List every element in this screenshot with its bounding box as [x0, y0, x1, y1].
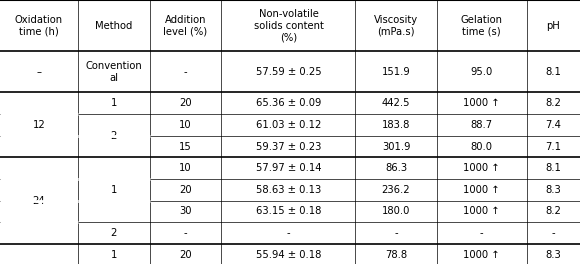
Text: 183.8: 183.8 [382, 120, 410, 130]
Text: Method: Method [95, 21, 132, 31]
Text: 57.97 ± 0.14: 57.97 ± 0.14 [256, 163, 321, 173]
Text: pH: pH [546, 21, 560, 31]
Text: 442.5: 442.5 [382, 98, 410, 108]
Text: 236.2: 236.2 [382, 185, 410, 195]
Text: 88.7: 88.7 [471, 120, 493, 130]
Text: 12: 12 [32, 120, 45, 130]
Text: -: - [184, 228, 187, 238]
Text: Addition
level (%): Addition level (%) [164, 15, 208, 36]
Text: 7.4: 7.4 [546, 120, 561, 130]
Text: 8.3: 8.3 [546, 185, 561, 195]
Text: 2: 2 [111, 228, 117, 238]
Text: 65.36 ± 0.09: 65.36 ± 0.09 [256, 98, 321, 108]
Text: 1: 1 [111, 98, 117, 108]
Text: Convention
al: Convention al [85, 61, 142, 83]
Text: Oxidation
time (h): Oxidation time (h) [15, 15, 63, 36]
Text: 10: 10 [179, 120, 192, 130]
Text: 8.1: 8.1 [546, 67, 561, 77]
Text: 180.0: 180.0 [382, 206, 410, 216]
Text: 8.3: 8.3 [546, 250, 561, 260]
Text: 58.63 ± 0.13: 58.63 ± 0.13 [256, 185, 321, 195]
Text: 1: 1 [111, 185, 117, 195]
Text: -: - [480, 228, 484, 238]
Text: 24: 24 [32, 196, 45, 206]
Text: 95.0: 95.0 [470, 67, 493, 77]
Text: –: – [37, 67, 42, 77]
Text: 1000 ↑: 1000 ↑ [463, 185, 500, 195]
Text: -: - [287, 228, 290, 238]
Text: 55.94 ± 0.18: 55.94 ± 0.18 [256, 250, 321, 260]
Text: -: - [552, 228, 555, 238]
Text: Viscosity
(mPa.s): Viscosity (mPa.s) [374, 15, 418, 36]
Text: 8.1: 8.1 [546, 163, 561, 173]
Text: 80.0: 80.0 [471, 142, 493, 152]
Text: 61.03 ± 0.12: 61.03 ± 0.12 [256, 120, 321, 130]
Text: 30: 30 [179, 206, 192, 216]
Text: 63.15 ± 0.18: 63.15 ± 0.18 [256, 206, 321, 216]
Text: 59.37 ± 0.23: 59.37 ± 0.23 [256, 142, 321, 152]
Text: 301.9: 301.9 [382, 142, 410, 152]
Text: 1000 ↑: 1000 ↑ [463, 163, 500, 173]
Text: 20: 20 [179, 98, 192, 108]
Text: 1000 ↑: 1000 ↑ [463, 250, 500, 260]
Text: Non-volatile
solids content
(%): Non-volatile solids content (%) [253, 9, 324, 42]
Text: 86.3: 86.3 [385, 163, 407, 173]
Text: 10: 10 [179, 163, 192, 173]
Text: 7.1: 7.1 [546, 142, 561, 152]
Text: 1: 1 [111, 250, 117, 260]
Text: 1000 ↑: 1000 ↑ [463, 98, 500, 108]
Text: -: - [184, 67, 187, 77]
Text: 20: 20 [179, 185, 192, 195]
Text: 151.9: 151.9 [382, 67, 411, 77]
Text: 2: 2 [111, 131, 117, 141]
Text: 15: 15 [179, 142, 192, 152]
Text: 8.2: 8.2 [546, 206, 561, 216]
Text: 8.2: 8.2 [546, 98, 561, 108]
Text: 57.59 ± 0.25: 57.59 ± 0.25 [256, 67, 321, 77]
Text: Gelation
time (s): Gelation time (s) [461, 15, 503, 36]
Text: 20: 20 [179, 250, 192, 260]
Text: -: - [394, 228, 398, 238]
Text: 1000 ↑: 1000 ↑ [463, 206, 500, 216]
Text: 78.8: 78.8 [385, 250, 407, 260]
